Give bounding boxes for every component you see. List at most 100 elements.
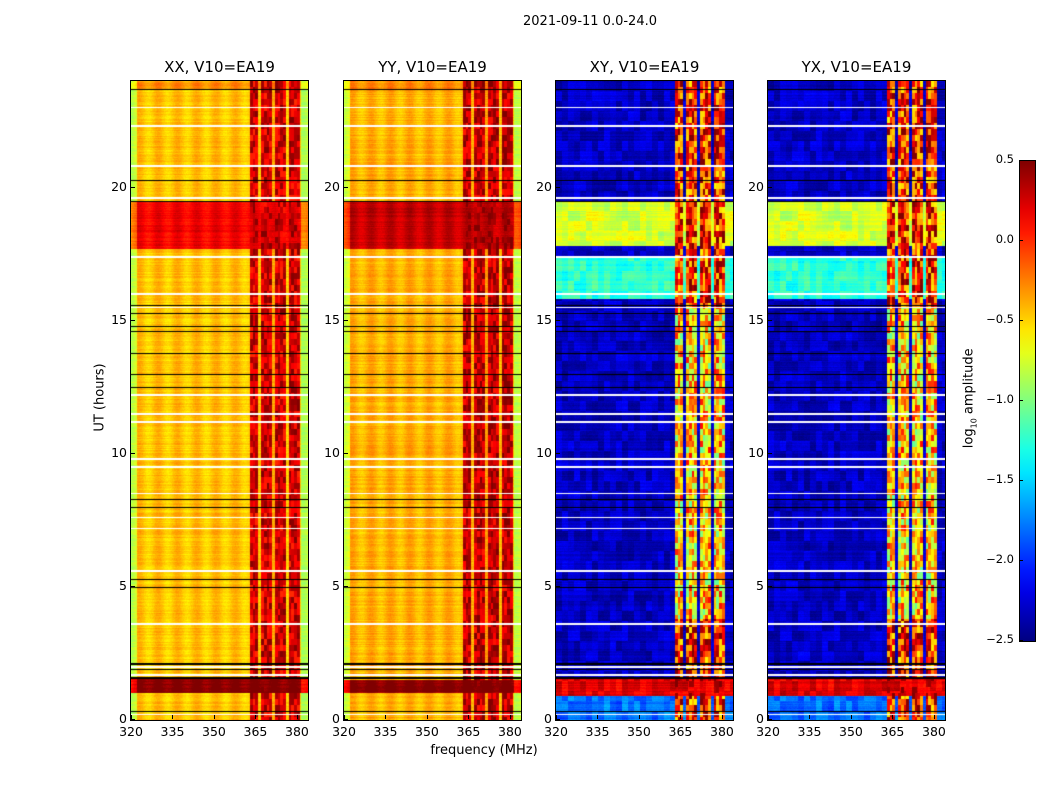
x-tick-mark [892, 715, 894, 719]
y-tick-label: 5 [332, 577, 340, 593]
panel-title: XX, V10=EA19 [164, 58, 275, 76]
x-tick-mark [344, 715, 345, 719]
heatmap-panel-2 [555, 80, 734, 721]
y-tick-mark [131, 452, 135, 454]
y-tick-mark [131, 585, 135, 587]
x-tick-mark [255, 715, 257, 719]
x-tick-label: 335 [797, 724, 822, 739]
x-tick-label: 335 [585, 724, 610, 739]
x-tick-label: 350 [627, 724, 651, 739]
colorbar-label-rest: amplitude [961, 348, 977, 419]
colorbar-tick-mark [1019, 320, 1023, 321]
x-tick-label: 365 [880, 724, 905, 739]
x-tick-label: 350 [202, 724, 226, 739]
figure-title: 2021-09-11 0.0-24.0 [523, 14, 657, 29]
colorbar [1019, 160, 1036, 642]
x-tick-mark [509, 715, 511, 719]
colorbar-label-sub: 10 [969, 418, 979, 429]
y-tick-label: 20 [748, 178, 764, 194]
x-axis-label: frequency (MHz) [430, 743, 538, 758]
x-tick-label: 335 [373, 724, 398, 739]
y-tick-mark [344, 319, 348, 321]
y-tick-mark [556, 186, 560, 188]
y-tick-label: 20 [536, 178, 552, 194]
x-tick-mark [680, 715, 682, 719]
x-tick-label: 380 [498, 724, 522, 739]
x-tick-label: 320 [332, 724, 356, 739]
y-tick-label: 15 [748, 311, 764, 327]
y-tick-label: 0 [756, 711, 764, 726]
colorbar-tick-label: −1.0 [986, 392, 1014, 406]
colorbar-tick-mark [1019, 480, 1023, 481]
y-tick-label: 10 [111, 444, 127, 460]
y-tick-mark [344, 585, 348, 587]
x-tick-mark [296, 715, 298, 719]
y-tick-mark [768, 719, 772, 720]
heatmap-panel-0 [130, 80, 309, 721]
y-tick-mark [131, 186, 135, 188]
y-tick-mark [344, 719, 348, 720]
x-tick-label: 365 [456, 724, 481, 739]
heatmap-image [768, 81, 945, 720]
x-tick-mark [385, 715, 387, 719]
x-tick-label: 350 [415, 724, 439, 739]
colorbar-tick-mark [1019, 560, 1023, 561]
colorbar-tick-label: −1.5 [986, 472, 1014, 486]
y-tick-mark [556, 319, 560, 321]
x-tick-mark [597, 715, 599, 719]
colorbar-tick-mark [1019, 400, 1023, 401]
colorbar-tick-label: −2.5 [986, 632, 1014, 646]
x-tick-mark [172, 715, 174, 719]
x-tick-label: 380 [922, 724, 946, 739]
x-tick-label: 380 [285, 724, 309, 739]
colorbar-tick-mark [1019, 160, 1023, 161]
y-tick-label: 5 [119, 577, 127, 593]
colorbar-tick-label: −2.0 [986, 552, 1014, 566]
y-tick-mark [556, 585, 560, 587]
x-tick-label: 365 [668, 724, 693, 739]
panel-title: YY, V10=EA19 [378, 58, 487, 76]
heatmap-image [556, 81, 733, 720]
colorbar-tick-label: 0.0 [995, 232, 1014, 246]
heatmap-image [131, 81, 308, 720]
x-tick-mark [809, 715, 811, 719]
x-tick-mark [426, 715, 428, 719]
heatmap-image [344, 81, 521, 720]
x-tick-mark [556, 715, 557, 719]
y-tick-label: 10 [748, 444, 764, 460]
y-tick-label: 5 [544, 577, 552, 593]
y-tick-mark [131, 719, 135, 720]
y-tick-label: 15 [111, 311, 127, 327]
heatmap-panel-3 [767, 80, 946, 721]
y-tick-label: 20 [324, 178, 340, 194]
y-tick-mark [768, 585, 772, 587]
colorbar-label-log: log [961, 428, 977, 449]
panel-title: XY, V10=EA19 [589, 58, 700, 76]
x-tick-mark [933, 715, 935, 719]
y-tick-label: 10 [536, 444, 552, 460]
y-tick-mark [131, 319, 135, 321]
x-tick-label: 350 [839, 724, 863, 739]
x-tick-mark [768, 715, 769, 719]
x-tick-label: 320 [756, 724, 780, 739]
x-tick-mark [638, 715, 640, 719]
y-tick-mark [556, 719, 560, 720]
x-tick-label: 320 [544, 724, 568, 739]
y-tick-label: 0 [119, 711, 127, 726]
y-tick-label: 20 [111, 178, 127, 194]
panel-title: YX, V10=EA19 [801, 58, 912, 76]
y-tick-label: 0 [332, 711, 340, 726]
y-tick-label: 0 [544, 711, 552, 726]
x-tick-label: 320 [119, 724, 143, 739]
y-axis-label: UT (hours) [92, 363, 108, 432]
x-tick-mark [468, 715, 470, 719]
x-tick-mark [213, 715, 215, 719]
x-tick-label: 335 [160, 724, 185, 739]
y-tick-mark [768, 319, 772, 321]
y-tick-mark [768, 452, 772, 454]
y-tick-label: 10 [324, 444, 340, 460]
colorbar-tick-mark [1019, 240, 1023, 241]
y-tick-mark [768, 186, 772, 188]
x-tick-mark [721, 715, 723, 719]
colorbar-tick-mark [1019, 640, 1023, 641]
